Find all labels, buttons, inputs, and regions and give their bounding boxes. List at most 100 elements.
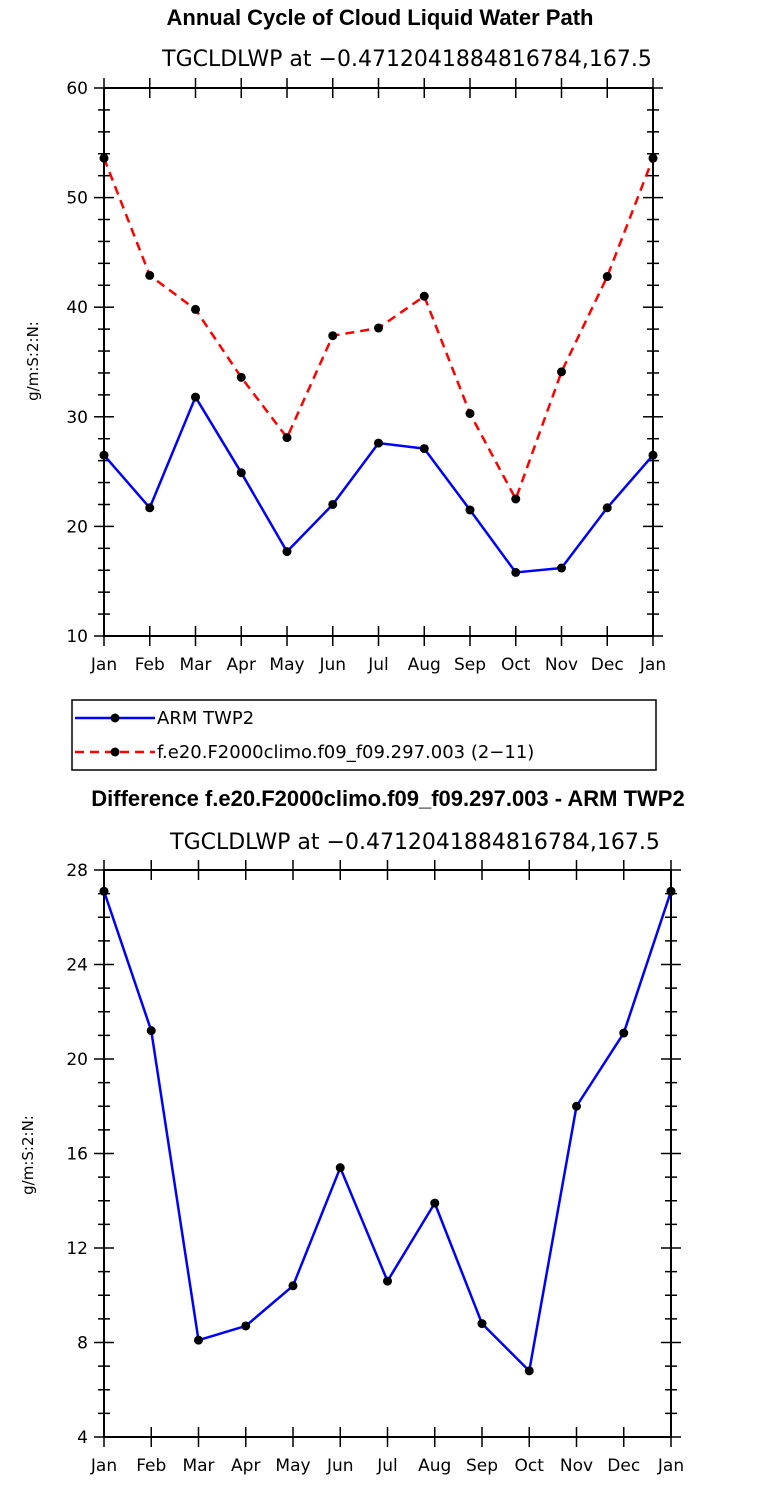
y-axis-label: g/m:S:2:N:	[24, 321, 42, 401]
data-point	[666, 886, 676, 896]
chart-panel-1: Annual Cycle of Cloud Liquid Water Path …	[24, 5, 666, 675]
x-tick-label: Mar	[179, 655, 211, 675]
data-point	[194, 1335, 203, 1345]
chart-title-2: Difference f.e20.F2000climo.f09_f09.297.…	[91, 786, 684, 811]
data-point	[282, 547, 292, 557]
data-point	[328, 331, 338, 341]
series-line-0	[102, 890, 673, 1373]
data-point	[99, 886, 109, 896]
y-tick-label: 16	[66, 1145, 88, 1165]
data-point	[430, 1198, 440, 1208]
data-point	[619, 1028, 629, 1038]
y-tick-label: 20	[66, 517, 88, 537]
y-tick-label: 50	[66, 189, 88, 209]
series-line-0	[103, 395, 654, 574]
plot-frame	[103, 87, 654, 637]
y-tick-label: 60	[66, 79, 88, 99]
x-tick-labels: Jan Feb Mar Apr May Jun Jul Aug Sep Oct Nov Dec Jan	[90, 655, 666, 675]
data-point	[557, 563, 566, 573]
y-tick-label: 12	[66, 1239, 88, 1259]
x-tick-label: Oct	[515, 1456, 545, 1476]
x-tick-label: Jan	[90, 1456, 117, 1476]
x-tick-label: Jun	[318, 655, 346, 675]
data-point	[236, 372, 246, 382]
x-tick-label: Apr	[227, 655, 256, 675]
x-tick-label: Nov	[545, 655, 578, 675]
data-point	[572, 1101, 581, 1111]
x-tick-label: Feb	[135, 655, 165, 675]
x-tick-label: May	[269, 655, 304, 675]
x-tick-label: Nov	[560, 1456, 593, 1476]
chart-subtitle-2: TGCLDLWP at −0.4712041884816784,167.5	[169, 830, 660, 855]
data-point	[374, 438, 383, 448]
x-tick-label: May	[275, 1456, 310, 1476]
data-point	[374, 323, 383, 333]
x-tick-label: Jan	[90, 655, 117, 675]
x-tick-label: Dec	[591, 655, 624, 675]
plot-frame-2	[103, 869, 672, 1438]
series-group	[99, 153, 658, 577]
data-point	[145, 503, 155, 513]
x-tick-label: Jan	[639, 655, 666, 675]
data-point	[328, 499, 338, 509]
data-point	[648, 450, 658, 460]
legend-label-arm: ARM TWP2	[157, 708, 254, 729]
data-point	[465, 409, 475, 419]
data-point	[465, 505, 475, 515]
legend-marker-arm	[110, 713, 120, 723]
x-tick-label: Jul	[367, 655, 389, 675]
y-tick-label: 24	[66, 956, 88, 976]
x-tick-label: Mar	[182, 1456, 214, 1476]
axis-ticks	[94, 78, 663, 646]
axis-ticks-2	[94, 860, 681, 1447]
legend-box	[71, 699, 657, 771]
data-point	[602, 503, 612, 513]
x-tick-label: Sep	[454, 655, 486, 675]
series-group-2	[99, 886, 676, 1376]
data-point	[648, 153, 658, 163]
x-tick-label: Jul	[376, 1456, 398, 1476]
x-tick-labels-2: Jan Feb Mar Apr May Jun Jul Aug Sep Oct Nov Dec Jan	[90, 1456, 684, 1476]
data-point	[383, 1276, 392, 1286]
y-tick-labels-2: 4 8 12 16 20 24 28	[66, 861, 88, 1448]
data-point	[419, 291, 429, 301]
data-point	[419, 444, 429, 454]
x-tick-label: Jun	[326, 1456, 354, 1476]
y-tick-labels: 10 20 30 40 50 60	[66, 79, 88, 647]
legend-marker-model	[110, 747, 120, 757]
data-point	[557, 367, 566, 377]
legend-label-model: f.e20.F2000climo.f09_f09.297.003 (2−11)	[157, 742, 534, 763]
data-point	[288, 1281, 298, 1291]
data-point	[191, 392, 200, 402]
data-point	[99, 153, 109, 163]
data-point	[236, 468, 246, 478]
y-tick-label: 10	[66, 627, 88, 647]
x-tick-label: Aug	[418, 1456, 451, 1476]
data-point	[99, 450, 109, 460]
data-point	[477, 1319, 487, 1329]
y-tick-label: 4	[77, 1428, 88, 1448]
data-point	[335, 1163, 345, 1173]
y-tick-label: 28	[66, 861, 88, 881]
data-point	[191, 304, 200, 314]
chart-subtitle: TGCLDLWP at −0.4712041884816784,167.5	[161, 47, 652, 72]
chart-title: Annual Cycle of Cloud Liquid Water Path	[167, 5, 594, 30]
y-axis-label-2: g/m:S:2:N:	[19, 1115, 37, 1195]
x-tick-label: Dec	[607, 1456, 640, 1476]
chart-panel-2: Difference f.e20.F2000climo.f09_f09.297.…	[19, 786, 685, 1476]
legend: ARM TWP2 f.e20.F2000climo.f09_f09.297.00…	[71, 699, 657, 771]
x-tick-label: Apr	[231, 1456, 260, 1476]
x-tick-label: Aug	[408, 655, 441, 675]
y-tick-label: 40	[66, 298, 88, 318]
data-point	[602, 272, 612, 282]
y-tick-label: 30	[66, 408, 88, 428]
data-point	[282, 433, 292, 443]
x-tick-label: Jan	[657, 1456, 684, 1476]
x-tick-label: Oct	[501, 655, 531, 675]
data-point	[511, 494, 521, 504]
data-point	[241, 1321, 251, 1331]
x-tick-label: Sep	[466, 1456, 498, 1476]
data-point	[145, 270, 155, 280]
data-point	[511, 567, 521, 577]
